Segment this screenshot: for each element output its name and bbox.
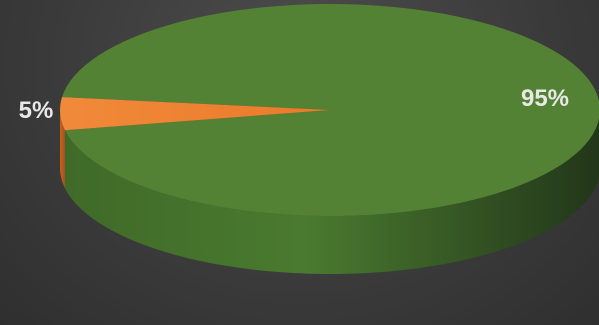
pie-slice-side-2: [60, 110, 65, 189]
slice-label-2: 5%: [19, 97, 54, 124]
slice-label-1: 95%: [521, 85, 569, 112]
pie-slice-side-1: [64, 118, 599, 274]
pie-labels: 95% 5%: [19, 85, 569, 124]
pie-top: [60, 4, 599, 216]
pie-slice-2: [60, 97, 330, 131]
pie-depth: [60, 110, 599, 274]
pie-slice-1: [62, 4, 599, 216]
